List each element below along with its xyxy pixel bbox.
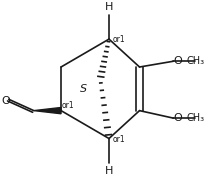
Text: O: O (173, 113, 182, 124)
Text: CH₃: CH₃ (186, 113, 204, 124)
Text: or1: or1 (112, 135, 125, 144)
Text: S: S (80, 84, 87, 94)
Text: O: O (2, 96, 10, 106)
Text: or1: or1 (62, 101, 74, 110)
Text: CH₃: CH₃ (186, 56, 204, 66)
Text: or1: or1 (112, 35, 125, 44)
Text: O: O (173, 56, 182, 66)
Text: H: H (105, 166, 113, 176)
Polygon shape (34, 108, 61, 114)
Text: H: H (105, 2, 113, 12)
